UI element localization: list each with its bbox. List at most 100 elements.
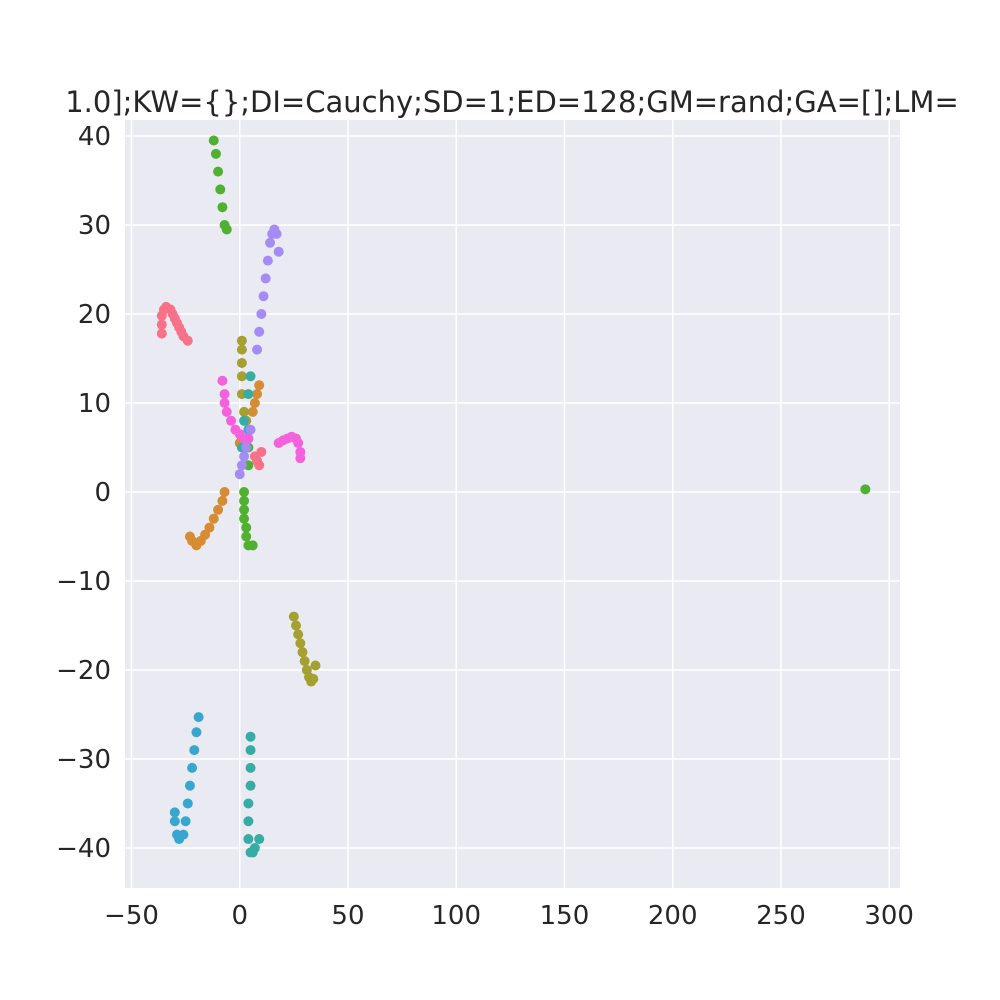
data-point: [293, 629, 304, 640]
y-tick-label: 30: [78, 211, 111, 241]
y-tick-label: 10: [78, 389, 111, 419]
data-point: [239, 495, 250, 506]
data-point: [241, 522, 252, 533]
data-point: [254, 834, 265, 845]
data-point: [215, 184, 226, 195]
data-point: [169, 807, 180, 818]
x-tick-label: 100: [431, 901, 481, 931]
data-point: [193, 712, 204, 723]
data-point: [249, 397, 260, 408]
chart-title: 1.0];KW={};DI=Cauchy;SD=1;ED=128;GM=rand…: [65, 85, 959, 119]
data-point: [295, 453, 306, 464]
data-point: [243, 389, 254, 400]
data-point: [245, 745, 256, 756]
data-point: [243, 816, 254, 827]
data-point: [208, 513, 219, 524]
y-tick-label: 0: [94, 478, 111, 508]
data-point: [271, 228, 282, 239]
data-point: [247, 540, 258, 551]
data-point: [208, 135, 219, 146]
data-point: [860, 484, 871, 495]
data-point: [310, 660, 321, 671]
data-point: [308, 673, 319, 684]
data-point: [236, 357, 247, 368]
data-point: [221, 224, 232, 235]
x-axis-ticks: −50 0 50 100 150 200 250 300: [104, 901, 914, 931]
data-point: [226, 415, 237, 426]
y-tick-label: 40: [78, 122, 111, 152]
grid-lines: [125, 120, 900, 888]
x-tick-label: 0: [231, 901, 248, 931]
data-point: [217, 202, 228, 213]
data-point: [221, 406, 232, 417]
data-point: [273, 246, 284, 257]
data-point: [184, 531, 195, 542]
data-point: [239, 415, 250, 426]
data-point: [245, 371, 256, 382]
data-point: [234, 469, 245, 480]
data-point: [245, 424, 256, 435]
data-point: [293, 438, 304, 449]
data-point: [288, 611, 299, 622]
data-point: [210, 148, 221, 159]
data-point: [191, 727, 202, 738]
data-point: [219, 486, 230, 497]
data-point: [249, 842, 260, 853]
x-tick-label: 200: [648, 901, 698, 931]
data-point: [189, 745, 200, 756]
data-point: [247, 406, 258, 417]
data-point: [295, 638, 306, 649]
data-point: [217, 375, 228, 386]
data-point: [297, 647, 308, 658]
data-point: [219, 389, 230, 400]
data-point: [291, 620, 302, 631]
data-point: [245, 762, 256, 773]
data-point: [245, 780, 256, 791]
data-point: [260, 273, 271, 284]
data-point: [243, 798, 254, 809]
y-tick-label: −10: [56, 567, 111, 597]
y-axis-ticks: −40 −30 −20 −10 0 10 20 30 40: [56, 122, 111, 864]
data-point: [254, 380, 265, 391]
data-point: [156, 328, 167, 339]
data-points: [156, 135, 871, 858]
data-point: [180, 816, 191, 827]
data-point: [262, 255, 273, 266]
data-point: [243, 834, 254, 845]
data-point: [236, 335, 247, 346]
data-point: [299, 656, 310, 667]
data-point: [265, 237, 276, 248]
data-point: [249, 451, 260, 462]
y-tick-label: −20: [56, 656, 111, 686]
data-point: [187, 762, 198, 773]
data-point: [236, 460, 247, 471]
data-point: [182, 335, 193, 346]
data-point: [236, 371, 247, 382]
x-tick-label: 150: [540, 901, 590, 931]
x-tick-label: 250: [756, 901, 806, 931]
data-point: [239, 504, 250, 515]
data-point: [156, 319, 167, 330]
data-point: [236, 344, 247, 355]
data-point: [169, 816, 180, 827]
data-point: [184, 780, 195, 791]
data-point: [239, 486, 250, 497]
data-point: [213, 504, 224, 515]
x-tick-label: −50: [104, 901, 159, 931]
data-point: [243, 433, 254, 444]
data-point: [245, 731, 256, 742]
y-tick-label: −40: [56, 834, 111, 864]
data-point: [256, 309, 267, 320]
x-tick-label: 50: [331, 901, 364, 931]
x-tick-label: 300: [864, 901, 914, 931]
data-point: [219, 397, 230, 408]
y-tick-label: −30: [56, 745, 111, 775]
data-point: [254, 326, 265, 337]
data-point: [239, 513, 250, 524]
data-point: [239, 451, 250, 462]
plot-area: [125, 120, 900, 888]
y-tick-label: 20: [78, 300, 111, 330]
data-point: [241, 442, 252, 453]
data-point: [239, 406, 250, 417]
